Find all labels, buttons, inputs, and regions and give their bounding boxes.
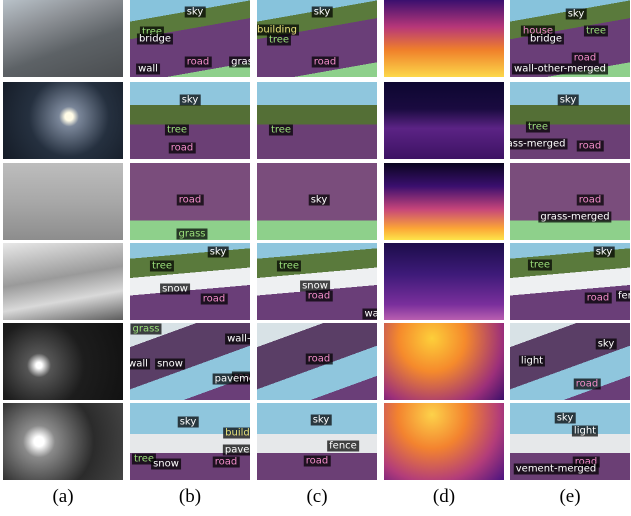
image-b: sky tree snow road — [130, 243, 250, 320]
segment-label: grass — [130, 324, 161, 335]
segment-label: bridge — [528, 34, 564, 45]
segment-label: road — [306, 354, 333, 365]
image-a — [3, 0, 123, 77]
segment-label: sky — [311, 415, 332, 426]
segment-label: road — [572, 53, 599, 64]
segment-label: tree — [150, 261, 174, 272]
image-c: road — [257, 323, 377, 400]
segment-label: road — [201, 294, 228, 305]
segment-label: fen — [616, 291, 630, 302]
segment-label: vement-merged — [514, 464, 599, 475]
segment-label: wal — [362, 309, 377, 320]
image-c: tree — [257, 82, 377, 159]
image-a — [3, 403, 123, 480]
segment-label: tree — [267, 35, 291, 46]
caption: (e) — [510, 486, 630, 508]
segment-label: road — [577, 195, 604, 206]
segment-label: tree — [277, 261, 301, 272]
image-c: treesnowroadwal — [257, 243, 377, 320]
segment-label: snow — [160, 284, 190, 295]
segment-label: wall-other-merged — [512, 64, 608, 75]
figure: skytreebridgewallroadgrasskybuildingtree… — [0, 0, 631, 516]
image-a — [3, 82, 123, 159]
caption: (c) — [257, 486, 377, 508]
segment-label: snow — [155, 359, 185, 370]
segment-label: sky — [594, 247, 615, 258]
segment-label: snow — [151, 459, 181, 470]
segment-label: bridge — [137, 34, 173, 45]
segment-label: sky — [566, 9, 587, 20]
segment-label: sky — [185, 7, 206, 18]
segment-label: light — [519, 356, 545, 367]
segment-label: sky — [180, 95, 201, 106]
image-d — [384, 0, 504, 77]
segment-label: sky — [309, 195, 330, 206]
segment-label: light — [572, 426, 598, 437]
image-b: skybuildinpavemtreesnowroad — [130, 403, 250, 480]
image-e: sky light road — [510, 323, 630, 400]
segment-label: road — [312, 57, 339, 68]
segment-label: road — [213, 457, 240, 468]
image-d — [384, 243, 504, 320]
segment-label: road — [177, 195, 204, 206]
image-c: sky road fence — [257, 403, 377, 480]
segment-label: pavem — [223, 445, 250, 456]
segment-label: road — [574, 379, 601, 390]
segment-label: tree — [165, 125, 189, 136]
segment-label: sky — [596, 339, 617, 350]
segment-label: sky — [312, 7, 333, 18]
segment-label: gras — [229, 57, 250, 68]
segment-label: tree — [528, 260, 552, 271]
caption: (d) — [384, 486, 504, 508]
segment-label: sky — [555, 413, 576, 424]
segment-label: tree — [526, 122, 550, 133]
segment-label: road — [169, 143, 196, 154]
segment-label: road — [585, 293, 612, 304]
segment-label: wall — [130, 359, 150, 370]
image-e: sky tree rass-merged road — [510, 82, 630, 159]
image-b: road grass — [130, 163, 250, 240]
image-e: road grass-merged — [510, 163, 630, 240]
segment-label: road — [577, 141, 604, 152]
image-b: sky tree road — [130, 82, 250, 159]
segment-label: sky — [558, 95, 579, 106]
segment-label: sky — [178, 417, 199, 428]
segment-label: rass-merged — [510, 139, 567, 150]
segment-label: pavemen — [213, 374, 250, 385]
segment-label: road — [306, 291, 333, 302]
segment-label: road — [185, 57, 212, 68]
image-d — [384, 323, 504, 400]
segment-label: tree — [269, 125, 293, 136]
image-a — [3, 323, 123, 400]
image-d — [384, 403, 504, 480]
segment-label: sky — [208, 247, 229, 258]
segment-label: tree — [584, 26, 608, 37]
image-c: sky — [257, 163, 377, 240]
segment-label: wall — [136, 64, 160, 75]
caption: (b) — [130, 486, 250, 508]
segment-label: buildin — [223, 428, 250, 439]
caption: (a) — [3, 486, 123, 508]
segment-label: fence — [327, 441, 359, 452]
image-d — [384, 82, 504, 159]
image-a — [3, 163, 123, 240]
image-d — [384, 163, 504, 240]
segment-label: grass-merged — [538, 212, 611, 223]
image-a — [3, 243, 123, 320]
segment-label: road — [304, 456, 331, 467]
segment-label: grass — [176, 229, 207, 240]
segment-label: wall-b — [225, 334, 250, 345]
